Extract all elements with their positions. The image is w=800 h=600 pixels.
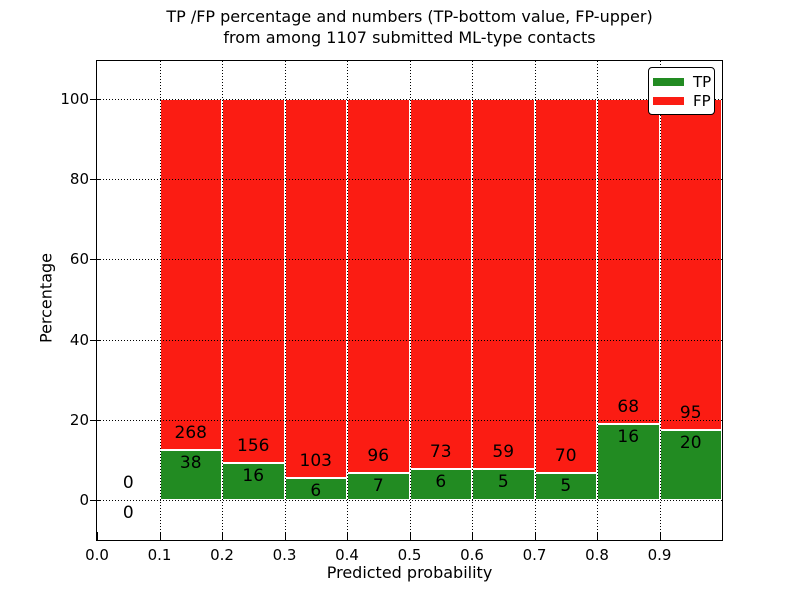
legend-swatch-tp bbox=[653, 77, 684, 86]
x-tick-mark bbox=[347, 532, 348, 540]
x-tick-label: 0.1 bbox=[147, 546, 172, 564]
annotation-fp-count: 103 bbox=[299, 450, 332, 471]
gridline-y bbox=[97, 499, 722, 501]
x-tick-mark bbox=[409, 532, 411, 540]
bar-fp bbox=[659, 99, 722, 431]
bar-fp bbox=[222, 99, 285, 463]
annotation-tp-count: 6 bbox=[310, 480, 322, 501]
x-tick-label: 0.2 bbox=[210, 546, 234, 564]
bar-tp bbox=[284, 477, 347, 500]
y-tick-mark bbox=[90, 499, 101, 501]
legend-row: TP bbox=[653, 72, 714, 91]
bar-fp bbox=[159, 99, 222, 451]
bar-tp bbox=[222, 462, 285, 500]
legend-swatch-fp bbox=[653, 96, 684, 105]
y-tick-label: 100 bbox=[60, 90, 89, 109]
annotation-fp-count: 268 bbox=[174, 423, 207, 444]
x-tick-label: 0.8 bbox=[585, 546, 609, 564]
bar-tp bbox=[159, 450, 222, 500]
x-tick-label: 0.3 bbox=[272, 546, 297, 564]
bar-tp bbox=[597, 423, 660, 500]
gridline-x bbox=[535, 61, 536, 540]
x-tick-label: 0.4 bbox=[335, 546, 359, 564]
annotation-tp-count: 6 bbox=[435, 472, 447, 493]
gridline-y bbox=[97, 259, 722, 261]
bar-fp bbox=[472, 99, 535, 469]
y-tick-label: 40 bbox=[69, 330, 89, 349]
y-tick-mark bbox=[90, 179, 101, 181]
annotation-fp-count: 70 bbox=[554, 446, 577, 467]
legend: TP FP bbox=[648, 67, 715, 115]
x-tick-mark bbox=[159, 532, 161, 540]
gridline-y bbox=[97, 419, 722, 421]
annotation-fp-count: 59 bbox=[492, 441, 515, 462]
x-tick-label: 0.6 bbox=[460, 546, 484, 564]
gridline-x bbox=[597, 61, 598, 540]
bar-tp bbox=[347, 472, 410, 500]
annotation-tp-count: 5 bbox=[497, 471, 509, 492]
chart-title: TP /FP percentage and numbers (TP-bottom… bbox=[96, 6, 723, 48]
annotation-tp-count: 5 bbox=[560, 476, 572, 497]
gridline-x bbox=[410, 61, 411, 540]
bar-fp bbox=[284, 99, 347, 478]
y-tick-mark bbox=[90, 419, 101, 421]
bar-tp bbox=[534, 473, 597, 500]
gridline-x bbox=[285, 61, 286, 540]
annotation-fp-count: 73 bbox=[429, 442, 452, 463]
annotation-fp-count: 68 bbox=[617, 396, 640, 417]
bar-tp bbox=[659, 430, 722, 500]
annotation-tp-count: 7 bbox=[372, 475, 384, 496]
annotation-fp-count: 156 bbox=[237, 435, 270, 456]
annotation-fp-count: 96 bbox=[367, 445, 390, 466]
x-tick-label: 0.0 bbox=[85, 546, 109, 564]
bar-fp bbox=[597, 99, 660, 424]
y-tick-mark bbox=[90, 339, 101, 341]
annotation-tp-count: 16 bbox=[242, 465, 265, 486]
gridline-x bbox=[222, 61, 223, 540]
x-tick-label: 0.9 bbox=[647, 546, 672, 564]
x-tick-label: 0.7 bbox=[522, 546, 547, 564]
gridline-x bbox=[347, 61, 348, 540]
y-tick-label: 20 bbox=[69, 410, 89, 429]
x-tick-mark bbox=[659, 532, 661, 540]
annotation-tp-count: 0 bbox=[122, 502, 134, 523]
chart-title-line2: from among 1107 submitted ML-type contac… bbox=[223, 28, 596, 47]
x-tick-mark bbox=[534, 532, 536, 540]
chart-title-line1: TP /FP percentage and numbers (TP-bottom… bbox=[166, 7, 653, 26]
legend-row: FP bbox=[653, 91, 714, 110]
y-tick-label: 60 bbox=[69, 250, 89, 269]
legend-label-fp: FP bbox=[693, 91, 711, 110]
x-axis-label: Predicted probability bbox=[326, 563, 493, 582]
gridline-y bbox=[97, 179, 722, 181]
x-tick-mark bbox=[472, 532, 473, 540]
gridline-y bbox=[97, 99, 722, 101]
y-tick-mark bbox=[90, 259, 101, 261]
y-tick-label: 0 bbox=[79, 490, 89, 509]
x-tick-mark bbox=[222, 532, 223, 540]
y-tick-label: 80 bbox=[69, 170, 89, 189]
gridline-x bbox=[660, 61, 661, 540]
x-tick-mark bbox=[597, 532, 598, 540]
gridline-x bbox=[160, 61, 161, 540]
gridline-x bbox=[472, 61, 473, 540]
annotation-tp-count: 16 bbox=[617, 426, 640, 447]
bar-fp bbox=[347, 99, 410, 473]
annotation-fp-count: 95 bbox=[679, 403, 702, 424]
annotation-tp-count: 38 bbox=[179, 453, 202, 474]
bar-fp bbox=[409, 99, 472, 470]
bar-fp bbox=[534, 99, 597, 474]
bar-tp bbox=[409, 469, 472, 500]
gridline-y bbox=[97, 339, 722, 341]
legend-label-tp: TP bbox=[693, 72, 712, 91]
annotation-fp-count: 0 bbox=[122, 472, 134, 493]
annotation-tp-count: 20 bbox=[679, 433, 702, 454]
plot-area: 0 0 268 38 156 16 103 6 96 7 73 6 59 5 70 5 68 16 95 20 0.0 0… bbox=[60, 60, 723, 564]
x-tick-mark bbox=[97, 532, 98, 540]
x-tick-label: 0.5 bbox=[397, 546, 422, 564]
y-tick-mark bbox=[90, 99, 101, 101]
x-tick-mark bbox=[284, 532, 286, 540]
